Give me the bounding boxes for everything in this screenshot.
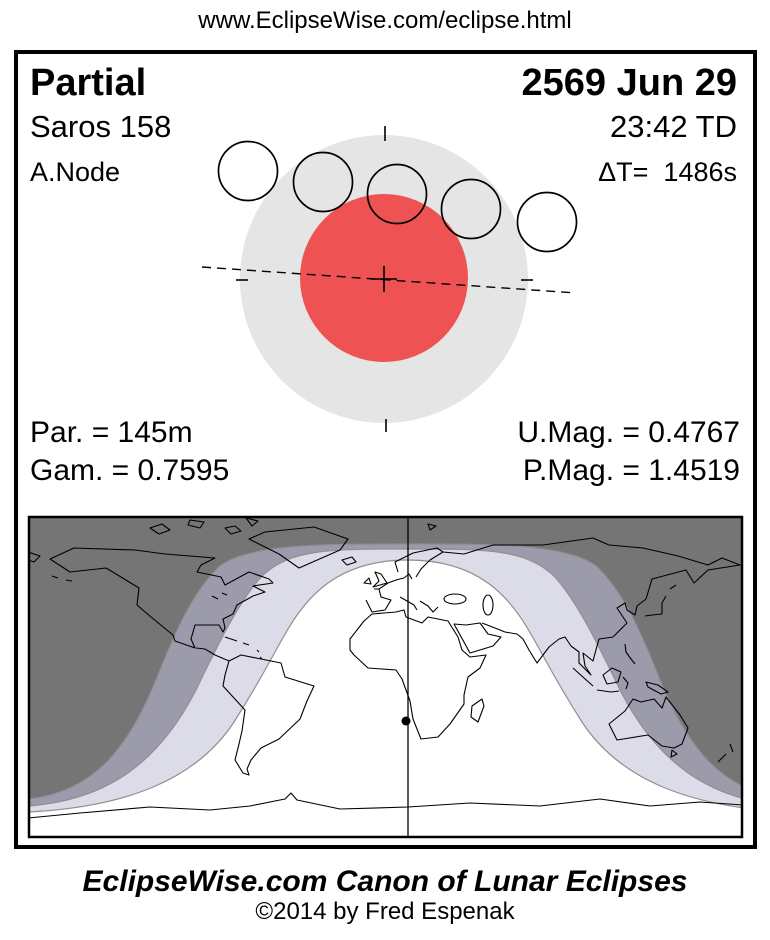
node-label: A.Node [30,157,121,187]
parallax-label: Par. = 145m [30,416,193,449]
coastline-australia [608,696,689,749]
moon-outline-circle-5 [516,191,578,253]
canon-series-title: EclipseWise.com Canon of Lunar Eclipses [82,865,688,898]
delta-t-label: ΔT= 1486s [598,157,737,187]
copyright-label: ©2014 by Fred Espenak [255,898,515,925]
coastline-islands [28,517,734,763]
axis-ticks [236,126,533,432]
greatest-eclipse-dot [401,716,411,726]
umbral-magnitude-label: U.Mag. = 0.4767 [517,416,740,449]
moon-outline-circle-2 [292,151,354,213]
eclipse-type-label: Partial [30,62,147,104]
main-card-border [14,50,757,849]
coastline-africa [349,609,502,740]
shadow-diagram [201,126,578,432]
coastline-europe [363,547,444,613]
coastline-antarctica [28,792,743,819]
coastline-black-sea [443,593,467,605]
coastline-asia [442,537,741,695]
page-url-title: www.EclipseWise.com/eclipse.html [198,7,572,34]
ecliptic-dashed-line [201,266,577,294]
coastline-caspian-sea [482,594,494,616]
coastlines [28,517,743,819]
map-zone-fully-visible [28,559,743,838]
moon-outline-circle-3 [366,163,428,225]
moon-outline-circle-1 [217,140,279,202]
gamma-label: Gam. = 0.7595 [30,454,230,487]
penumbral-magnitude-label: P.Mag. = 1.4519 [522,454,740,487]
eclipse-date-label: 2569 Jun 29 [521,62,737,104]
time-label: 23:42 TD [610,109,737,144]
moon-outline-circle-4 [440,178,502,240]
coastline-south-america [195,647,315,776]
visibility-map [28,516,743,838]
coastline-north-america [49,526,349,649]
map-frame [27,515,744,839]
saros-label: Saros 158 [30,109,172,144]
moon-path-positions [217,140,578,253]
